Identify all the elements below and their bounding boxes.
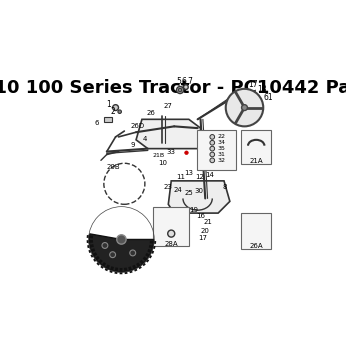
Text: 21A: 21A [249, 158, 263, 164]
Circle shape [130, 250, 136, 256]
Circle shape [110, 252, 116, 258]
Text: 2: 2 [110, 107, 115, 116]
Text: 18: 18 [257, 85, 266, 94]
Text: 23: 23 [164, 184, 173, 190]
Text: 20B: 20B [107, 164, 121, 170]
Text: 32: 32 [217, 158, 225, 163]
Text: 19: 19 [189, 207, 198, 213]
Circle shape [210, 152, 215, 157]
Text: 4: 4 [143, 136, 147, 142]
Text: 21: 21 [203, 219, 212, 225]
Text: 9: 9 [131, 141, 135, 148]
Text: 10: 10 [158, 160, 167, 166]
Text: 28A: 28A [164, 240, 178, 246]
Text: 20: 20 [201, 228, 210, 234]
Wedge shape [89, 234, 154, 272]
Text: 8: 8 [223, 184, 227, 190]
Circle shape [102, 243, 108, 248]
Text: 15: 15 [225, 150, 235, 159]
Text: 1: 1 [106, 100, 111, 109]
Polygon shape [136, 119, 201, 149]
Circle shape [185, 151, 188, 154]
Text: 7: 7 [187, 77, 192, 86]
Bar [104, 117, 112, 122]
Text: 6: 6 [94, 120, 99, 126]
Text: 35: 35 [217, 146, 225, 151]
Circle shape [226, 89, 263, 126]
FancyBboxPatch shape [241, 131, 272, 164]
FancyBboxPatch shape [241, 212, 272, 249]
Circle shape [117, 235, 126, 244]
Text: 12: 12 [195, 174, 204, 180]
Text: 33: 33 [167, 148, 176, 155]
Text: 26A: 26A [249, 244, 263, 250]
Text: 26D: 26D [131, 123, 145, 130]
FancyBboxPatch shape [153, 206, 189, 246]
Circle shape [168, 230, 175, 237]
Text: D110 100 Series Tractor - PC10442 Parts: D110 100 Series Tractor - PC10442 Parts [0, 79, 346, 97]
Text: 5: 5 [176, 77, 181, 86]
Text: 34: 34 [217, 140, 225, 145]
Text: 22: 22 [217, 134, 225, 139]
Text: 14: 14 [206, 172, 215, 178]
Text: 26: 26 [146, 111, 155, 117]
Circle shape [183, 85, 188, 90]
Text: 27: 27 [164, 103, 173, 109]
Circle shape [118, 110, 121, 113]
Text: 21B: 21B [152, 153, 164, 158]
Text: 17: 17 [198, 235, 207, 241]
Circle shape [242, 105, 247, 111]
Text: 31: 31 [217, 152, 225, 157]
Circle shape [176, 86, 183, 93]
Polygon shape [168, 181, 230, 213]
Circle shape [178, 88, 182, 92]
Circle shape [210, 140, 215, 145]
Text: 6: 6 [182, 77, 186, 86]
Text: 17: 17 [248, 80, 258, 89]
Text: 25: 25 [184, 190, 193, 196]
Circle shape [210, 158, 215, 163]
Text: 30: 30 [195, 188, 204, 194]
FancyBboxPatch shape [197, 131, 236, 170]
Text: 11: 11 [176, 174, 185, 180]
Text: 13: 13 [184, 170, 193, 176]
Circle shape [113, 105, 118, 111]
Circle shape [210, 134, 215, 139]
Text: 24: 24 [174, 187, 183, 193]
Circle shape [210, 146, 215, 151]
Text: 16: 16 [196, 213, 205, 219]
Text: 61: 61 [264, 93, 273, 102]
